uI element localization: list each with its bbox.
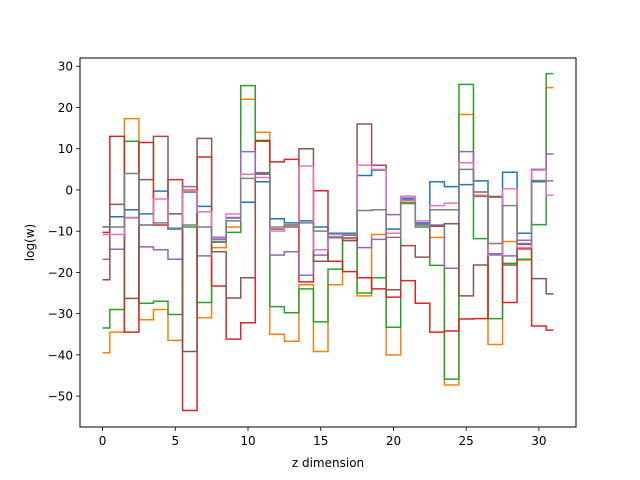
series-layer xyxy=(102,72,554,412)
y-tick-label: −50 xyxy=(48,390,73,404)
y-tick-label: 20 xyxy=(58,101,73,115)
x-axis-label: z dimension xyxy=(292,456,364,470)
x-axis: 0 5 10 15 20 25 30 xyxy=(99,427,547,448)
y-tick-label: 0 xyxy=(65,183,73,197)
x-tick-label: 20 xyxy=(386,434,401,448)
y-tick-label: −30 xyxy=(48,307,73,321)
plot-frame xyxy=(79,57,577,428)
y-tick-label: 10 xyxy=(58,142,73,156)
series-line-8 xyxy=(102,168,554,245)
series-line-4 xyxy=(102,135,554,412)
x-tick-label: 5 xyxy=(171,434,179,448)
y-tick-label: 30 xyxy=(58,60,73,74)
y-axis-label: log(w) xyxy=(23,224,37,261)
y-tick-label: −40 xyxy=(48,348,73,362)
y-axis: 30 20 10 0 −10 −20 −30 −40 −50 xyxy=(48,60,80,404)
x-tick-label: 15 xyxy=(313,434,328,448)
y-tick-label: −20 xyxy=(48,266,73,280)
x-tick-label: 25 xyxy=(459,434,474,448)
x-tick-label: 30 xyxy=(531,434,546,448)
y-tick-label: −10 xyxy=(48,225,73,239)
x-tick-label: 10 xyxy=(240,434,255,448)
x-tick-label: 0 xyxy=(99,434,107,448)
series-line-3 xyxy=(102,72,554,380)
